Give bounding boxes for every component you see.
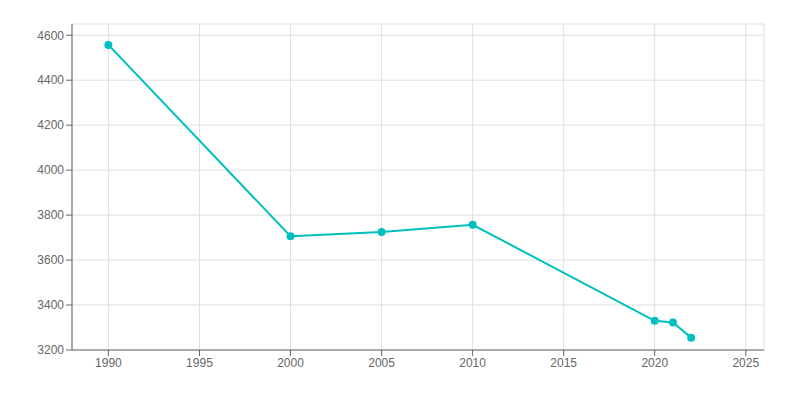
svg-text:2010: 2010 xyxy=(459,356,486,370)
svg-text:3600: 3600 xyxy=(37,253,64,267)
svg-text:4600: 4600 xyxy=(37,29,64,43)
svg-text:2005: 2005 xyxy=(368,356,395,370)
svg-text:3400: 3400 xyxy=(37,298,64,312)
svg-text:3800: 3800 xyxy=(37,208,64,222)
svg-text:4400: 4400 xyxy=(37,73,64,87)
svg-text:4200: 4200 xyxy=(37,118,64,132)
svg-text:4000: 4000 xyxy=(37,163,64,177)
svg-text:2015: 2015 xyxy=(550,356,577,370)
svg-text:1990: 1990 xyxy=(95,356,122,370)
svg-text:1995: 1995 xyxy=(186,356,213,370)
svg-text:2020: 2020 xyxy=(641,356,668,370)
svg-text:3200: 3200 xyxy=(37,343,64,357)
svg-text:2000: 2000 xyxy=(277,356,304,370)
svg-text:2025: 2025 xyxy=(732,356,759,370)
